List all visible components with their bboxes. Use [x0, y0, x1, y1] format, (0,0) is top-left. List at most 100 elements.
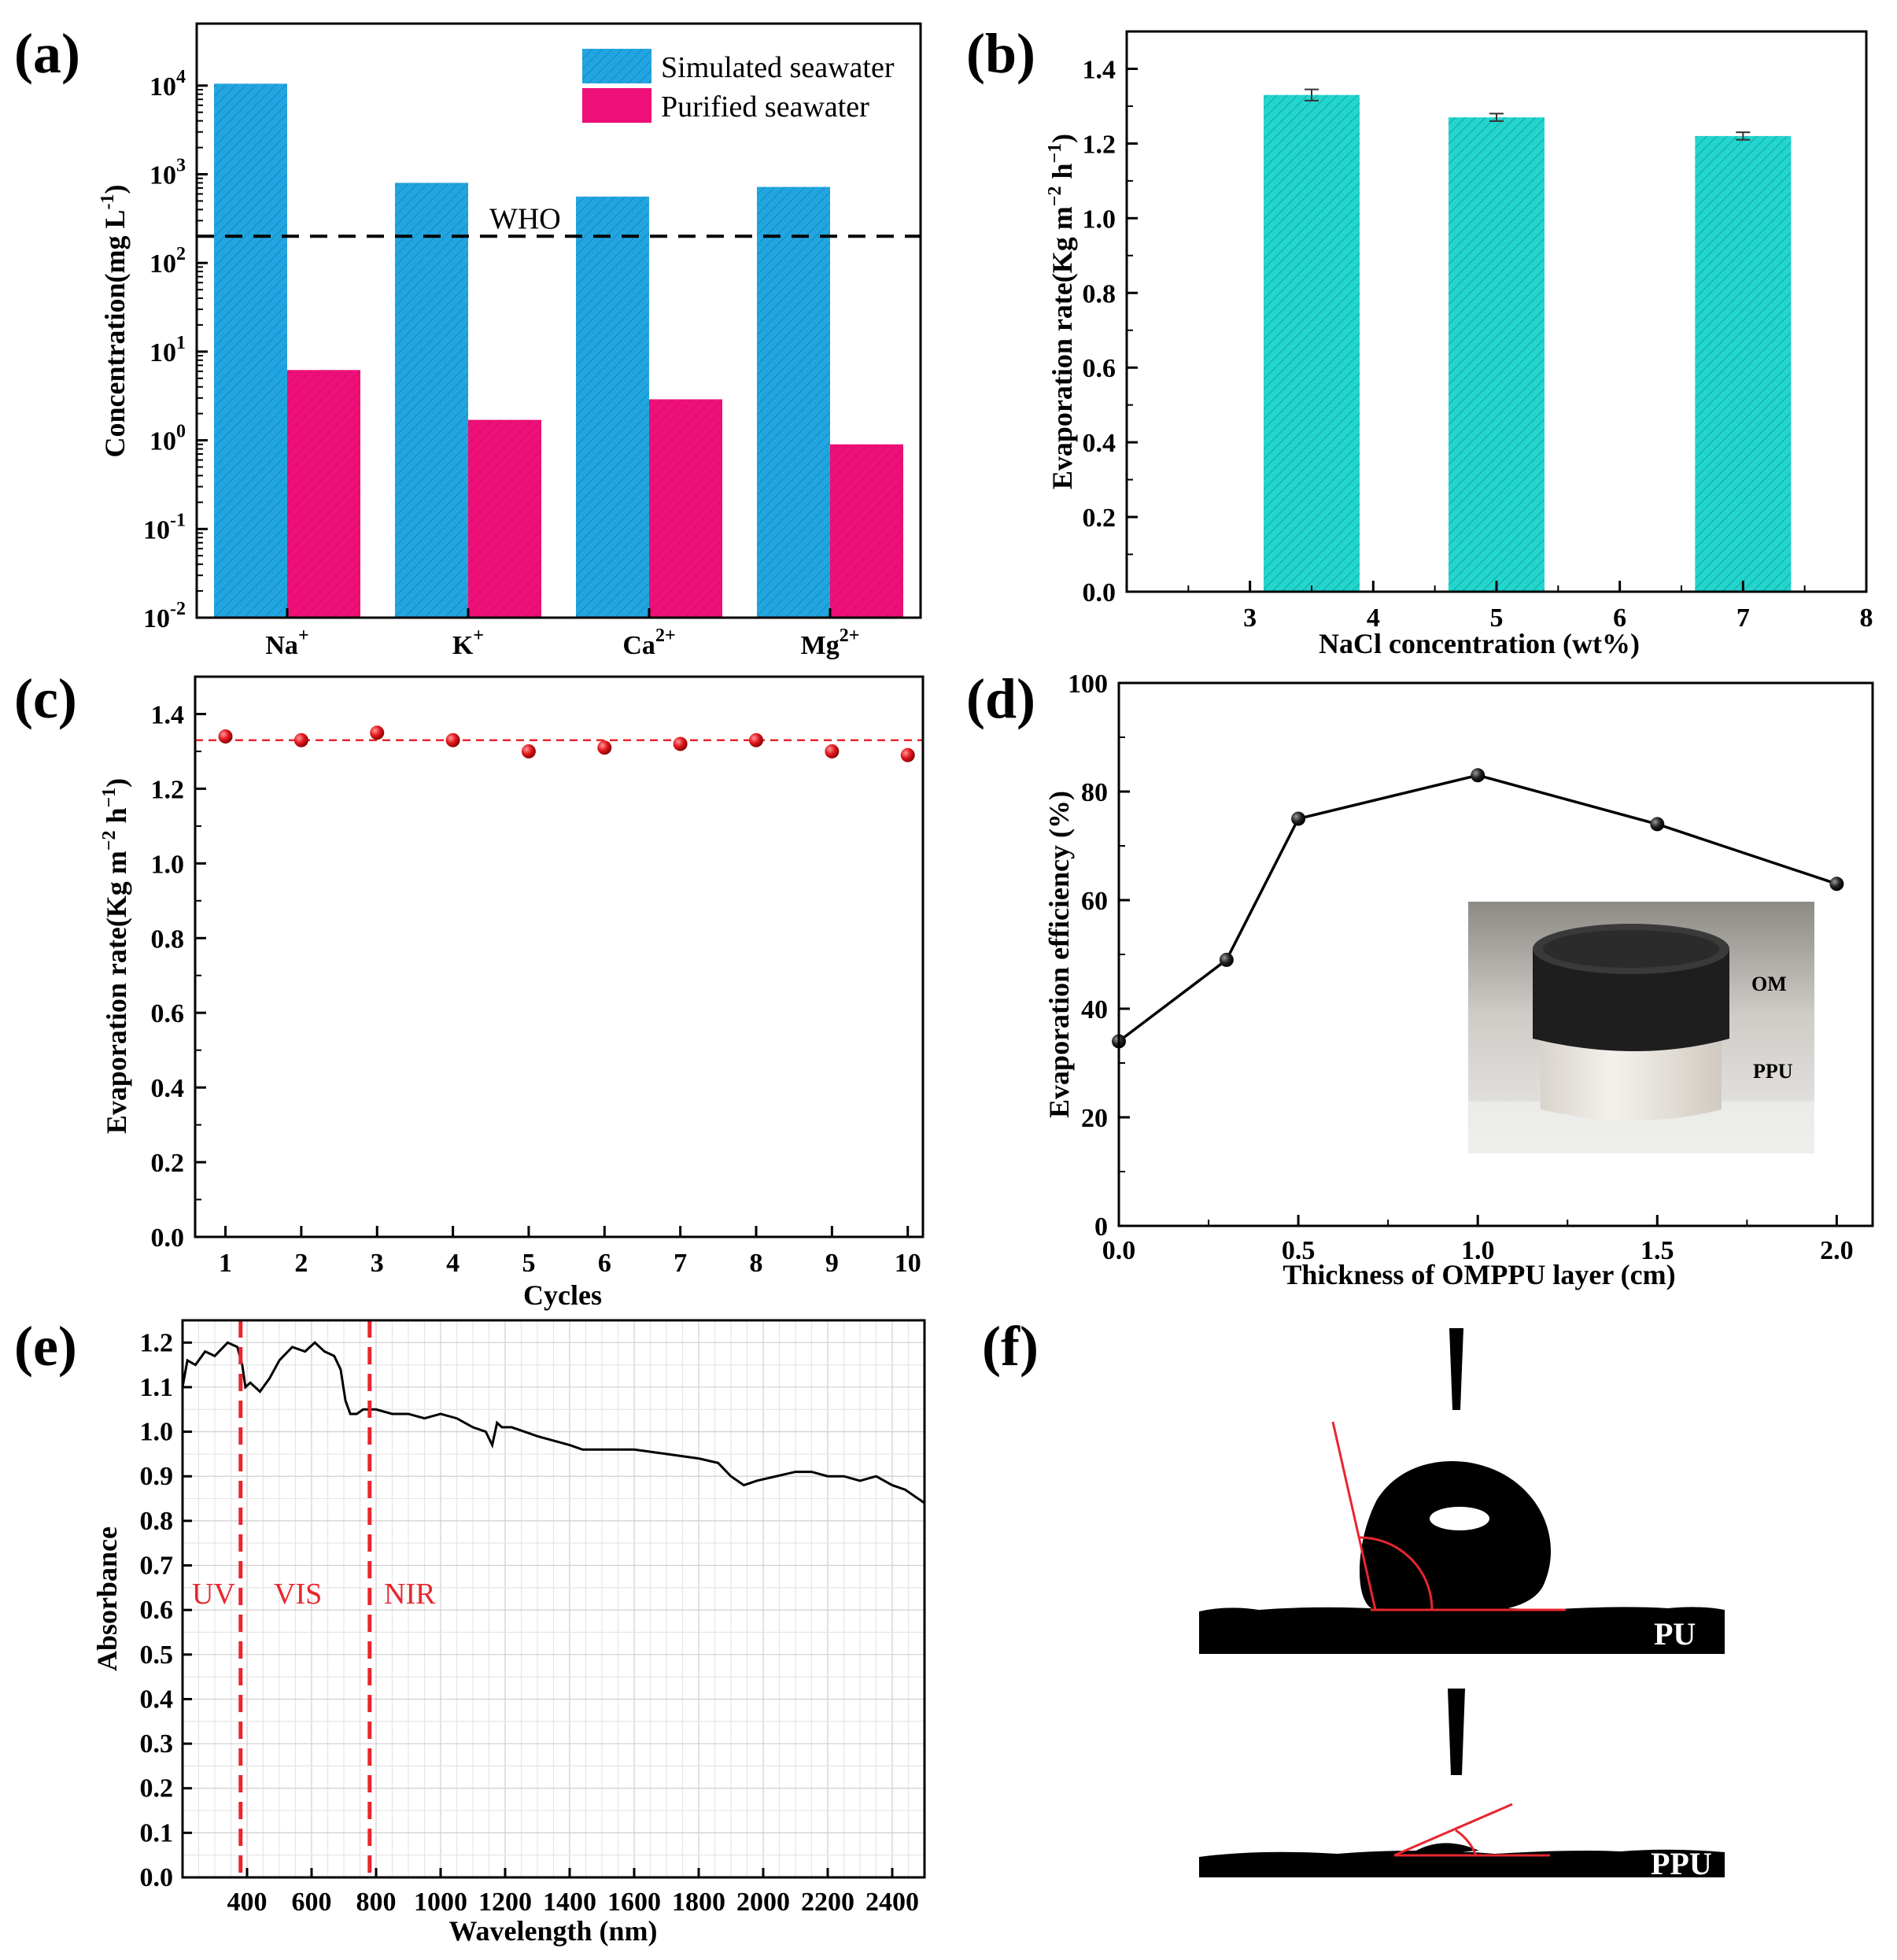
panel-c-xlabel: Cycles — [523, 1279, 602, 1311]
ytick-label: 1.2 — [151, 775, 185, 804]
ytick-label: 0.8 — [140, 1507, 174, 1536]
xtick-label: 2400 — [865, 1888, 919, 1917]
xtick-label: 0.0 — [1102, 1236, 1136, 1265]
xtick-label: 2.0 — [1820, 1236, 1854, 1265]
xtick-label: 600 — [292, 1888, 332, 1917]
panel-a-chart: WHO 10-2 10-1 100 101 102 103 104 Na+ K+ Ca2+ Mg2… — [98, 22, 922, 660]
ytick-label: 1.2 — [1083, 130, 1116, 159]
inset-label-ppu: PPU — [1753, 1060, 1793, 1083]
xtick-label: 5 — [522, 1249, 535, 1278]
xtick-label-na: Na+ — [265, 626, 308, 660]
ytick-label: 10-2 — [143, 599, 186, 633]
efficiency-point-0.5 — [1291, 811, 1306, 826]
xtick-label: 7 — [1736, 604, 1750, 633]
cycle-point-6 — [597, 740, 612, 755]
xtick-label: 2200 — [801, 1888, 854, 1917]
xtick-label: 1600 — [607, 1888, 661, 1917]
xtick-label: 8 — [1860, 604, 1873, 633]
legend-purified-seawater: Purified seawater — [661, 90, 869, 124]
pu-contact-angle-image: PU — [1199, 1328, 1725, 1654]
xtick-label: 3 — [1243, 604, 1257, 633]
xtick-label: 9 — [825, 1249, 839, 1278]
cycle-point-10 — [900, 747, 915, 762]
region-label-uv: UV — [192, 1578, 235, 1611]
xtick-label: 6 — [598, 1249, 611, 1278]
ytick-label: 0.4 — [140, 1685, 174, 1714]
panel-f-images: PU PPU — [1199, 1328, 1725, 1881]
ytick-label: 0.2 — [140, 1774, 174, 1803]
ytick-label: 0.7 — [140, 1552, 174, 1581]
panel-b-ylabel: Evaporation rate(Kg m−2 h−1) — [1045, 134, 1078, 489]
xtick-label: 6 — [1613, 604, 1626, 633]
ytick-label: 0.6 — [151, 999, 185, 1028]
cycle-point-7 — [673, 736, 688, 751]
ytick-label: 0.3 — [140, 1729, 174, 1759]
panel-d-ylabel: Evaporation efficiency (%) — [1043, 791, 1075, 1118]
ytick-label: 1.4 — [1083, 55, 1116, 84]
xtick-label: 4 — [446, 1249, 459, 1278]
panel-f-label: (f) — [982, 1315, 1039, 1378]
inset-photo: OM PPU — [1468, 902, 1814, 1153]
ytick-label: 0.2 — [151, 1149, 185, 1178]
ytick-label: 80 — [1081, 778, 1108, 807]
ytick-label: 0.8 — [1083, 279, 1116, 308]
ytick-label: 1.0 — [1083, 205, 1116, 234]
pu-label: PU — [1654, 1616, 1696, 1652]
ytick-label: 1.0 — [151, 850, 185, 879]
region-label-vis: VIS — [274, 1578, 322, 1611]
ytick-label: 0.0 — [151, 1224, 185, 1253]
panel-b-xlabel: NaCl concentration (wt%) — [1319, 628, 1640, 659]
xtick-label-mg: Mg2+ — [801, 626, 860, 660]
region-label-nir: NIR — [384, 1578, 436, 1611]
ytick-label: 100 — [149, 422, 186, 456]
efficiency-point-2 — [1829, 877, 1844, 891]
legend-simulated-seawater: Simulated seawater — [661, 51, 895, 84]
inset-label-om: OM — [1751, 973, 1787, 995]
absorbance-line — [181, 1341, 925, 1504]
xtick-label: 1800 — [672, 1888, 725, 1917]
panel-a-label: (a) — [14, 22, 80, 85]
panel-a-ylabel: Concentration(mg L-1) — [98, 185, 131, 458]
ytick-label: 0.5 — [140, 1641, 174, 1670]
efficiency-line — [1117, 773, 1837, 1043]
ytick-label: 0.1 — [140, 1818, 174, 1847]
xtick-label: 8 — [750, 1249, 763, 1278]
legend-swatch-purified — [582, 88, 651, 123]
xtick-label: 4 — [1367, 604, 1380, 633]
cycle-point-5 — [521, 744, 536, 759]
xtick-label-k: K+ — [452, 626, 484, 660]
panel-d-chart: OM PPU 0 20 40 60 80 100 0.0 0.5 1.0 1.5 2.0 Thic… — [1043, 670, 1874, 1290]
xtick-label: 2 — [294, 1249, 308, 1278]
ytick-label: 1.1 — [140, 1373, 174, 1402]
xtick-label: 3 — [371, 1249, 384, 1278]
ytick-label: 1.2 — [140, 1328, 174, 1357]
ytick-label: 103 — [149, 155, 186, 190]
xtick-label: 400 — [227, 1888, 268, 1917]
ytick-label: 10-1 — [143, 510, 186, 544]
ytick-label: 60 — [1081, 887, 1108, 916]
xtick-label: 7 — [674, 1249, 687, 1278]
panel-c-label: (c) — [14, 667, 77, 730]
panel-c-chart: 0.0 0.2 0.4 0.6 0.8 1.0 1.2 1.4 1 2 3 4 5 6 7 8 9 10 Cyc… — [99, 675, 925, 1311]
xtick-label: 10 — [895, 1249, 921, 1278]
ytick-label: 101 — [149, 333, 186, 367]
xtick-label: 1.0 — [1461, 1236, 1495, 1265]
xtick-label: 1400 — [543, 1888, 596, 1917]
ytick-label: 0.0 — [1083, 578, 1116, 607]
ytick-label: 0.2 — [1083, 504, 1116, 533]
xtick-label: 1000 — [414, 1888, 467, 1917]
panel-d-label: (d) — [966, 667, 1035, 730]
ytick-label: 40 — [1081, 995, 1108, 1024]
ytick-label: 104 — [149, 67, 186, 102]
panel-e-label: (e) — [14, 1315, 77, 1378]
xtick-label: 800 — [356, 1888, 397, 1917]
efficiency-point-1 — [1471, 768, 1485, 783]
ytick-label: 0.6 — [1083, 354, 1116, 383]
xtick-label: 5 — [1490, 604, 1504, 633]
xtick-label-ca: Ca2+ — [622, 626, 675, 660]
xtick-label: 1200 — [478, 1888, 532, 1917]
xtick-label: 2000 — [736, 1888, 790, 1917]
who-label: WHO — [489, 202, 561, 235]
cycle-point-3 — [370, 725, 385, 740]
